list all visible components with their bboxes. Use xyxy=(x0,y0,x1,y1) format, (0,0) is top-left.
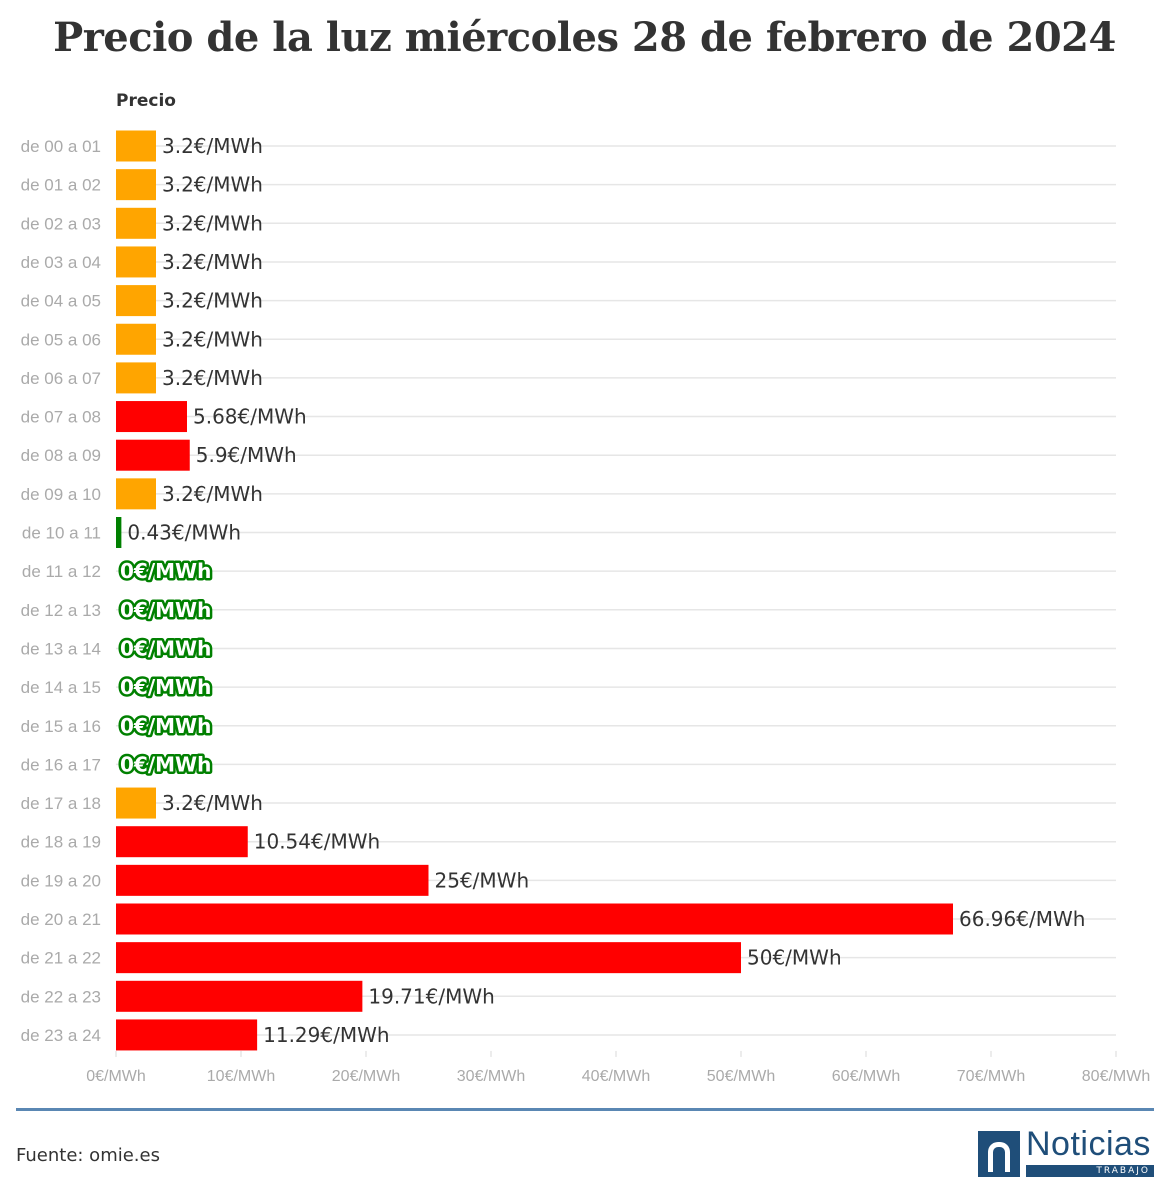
category-label: de 07 a 08 xyxy=(21,408,101,427)
x-tick-label: 10€/MWh xyxy=(207,1068,275,1085)
footer-divider xyxy=(16,1108,1154,1111)
category-label: de 15 a 16 xyxy=(21,717,101,736)
bar xyxy=(116,942,741,974)
series-label: Precio xyxy=(116,91,176,111)
data-label: 0.43€/MWh xyxy=(127,521,241,545)
bar-chart: Precio de 00 a 01 de 01 a 02 de 02 a 03 de 0… xyxy=(21,91,1151,1085)
category-label: de 01 a 02 xyxy=(21,176,101,195)
bar xyxy=(116,478,156,510)
data-label: 3.2€/MWh xyxy=(162,791,263,815)
category-label: de 22 a 23 xyxy=(21,987,101,1006)
category-label: de 00 a 01 xyxy=(21,137,101,156)
data-label: 0€/MWh xyxy=(120,598,211,622)
x-tick-label: 70€/MWh xyxy=(957,1068,1025,1085)
bar xyxy=(116,362,156,394)
chart-title: Precio de la luz miércoles 28 de febrero… xyxy=(53,14,1116,61)
data-label: 19.71€/MWh xyxy=(368,984,494,1008)
bar xyxy=(116,864,429,896)
bar xyxy=(116,517,122,548)
x-tick-label: 0€/MWh xyxy=(86,1068,146,1085)
logo-tagline: TRABAJO xyxy=(1026,1165,1154,1177)
data-label: 0€/MWh xyxy=(120,559,211,583)
data-label: 3.2€/MWh xyxy=(162,482,263,506)
bar xyxy=(116,207,156,239)
category-label: de 12 a 13 xyxy=(21,601,101,620)
bar xyxy=(116,439,190,471)
category-label: de 13 a 14 xyxy=(21,639,101,658)
bar xyxy=(116,1019,258,1051)
data-label: 3.2€/MWh xyxy=(162,250,263,274)
data-label: 3.2€/MWh xyxy=(162,134,263,158)
x-tick-label: 30€/MWh xyxy=(457,1068,525,1085)
category-label: de 11 a 12 xyxy=(22,562,101,581)
source-note: Fuente: omie.es xyxy=(16,1145,160,1166)
x-tick-label: 40€/MWh xyxy=(582,1068,650,1085)
bar xyxy=(116,826,248,858)
category-label: de 05 a 06 xyxy=(21,330,101,349)
bar xyxy=(116,401,187,433)
x-tick-label: 80€/MWh xyxy=(1082,1068,1150,1085)
data-label: 3.2€/MWh xyxy=(162,327,263,351)
bar xyxy=(116,285,156,317)
category-label: de 08 a 09 xyxy=(21,446,101,465)
category-label: de 10 a 11 xyxy=(22,524,101,543)
data-label: 3.2€/MWh xyxy=(162,289,263,313)
category-label: de 02 a 03 xyxy=(21,214,101,233)
noticias-trabajo-logo: Noticias TRABAJO xyxy=(978,1125,1154,1177)
data-label: 0€/MWh xyxy=(120,752,211,776)
bar xyxy=(116,787,156,819)
category-label: de 06 a 07 xyxy=(21,369,101,388)
category-label: de 03 a 04 xyxy=(21,253,101,272)
data-label: 5.68€/MWh xyxy=(193,405,307,429)
bar xyxy=(116,130,156,162)
data-label: 3.2€/MWh xyxy=(162,211,263,235)
bar xyxy=(116,246,156,278)
category-label: de 09 a 10 xyxy=(21,485,101,504)
category-label: de 16 a 17 xyxy=(21,755,101,774)
category-label: de 20 a 21 xyxy=(21,910,101,929)
category-label: de 14 a 15 xyxy=(21,678,101,697)
category-label: de 04 a 05 xyxy=(21,292,101,311)
data-label: 0€/MWh xyxy=(120,675,211,699)
category-label: de 23 a 24 xyxy=(21,1026,101,1045)
logo-word: Noticias xyxy=(1026,1125,1151,1163)
data-label: 3.2€/MWh xyxy=(162,366,263,390)
bar xyxy=(116,903,953,935)
data-label: 0€/MWh xyxy=(120,714,211,738)
bar xyxy=(116,169,156,201)
bar xyxy=(116,323,156,355)
data-label: 3.2€/MWh xyxy=(162,173,263,197)
category-label: de 19 a 20 xyxy=(21,871,101,890)
category-label: de 21 a 22 xyxy=(21,949,101,968)
data-label: 25€/MWh xyxy=(435,868,530,892)
category-label: de 17 a 18 xyxy=(21,794,101,813)
data-label: 11.29€/MWh xyxy=(263,1023,389,1047)
x-tick-label: 20€/MWh xyxy=(332,1068,400,1085)
data-label: 50€/MWh xyxy=(747,946,842,970)
x-tick-label: 60€/MWh xyxy=(832,1068,900,1085)
logo-n-icon xyxy=(978,1131,1020,1177)
data-label: 5.9€/MWh xyxy=(196,443,297,467)
bar xyxy=(116,980,363,1012)
category-label: de 18 a 19 xyxy=(21,833,101,852)
data-label: 66.96€/MWh xyxy=(959,907,1085,931)
x-tick-label: 50€/MWh xyxy=(707,1068,775,1085)
data-label: 10.54€/MWh xyxy=(254,830,380,854)
data-label: 0€/MWh xyxy=(120,636,211,660)
